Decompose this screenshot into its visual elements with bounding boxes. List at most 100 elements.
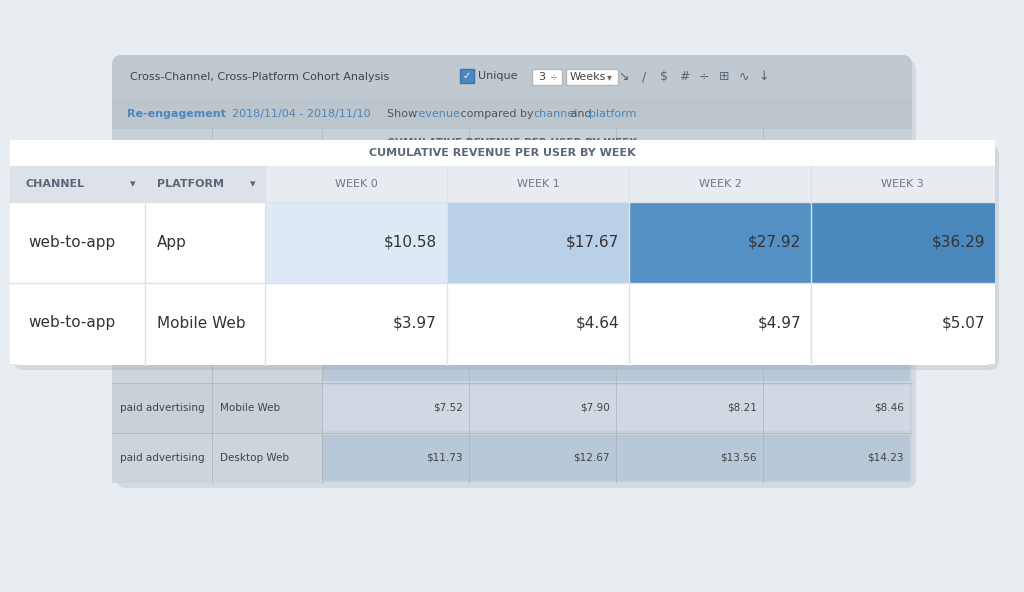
- Text: CHANNEL: CHANNEL: [136, 165, 188, 175]
- Bar: [532, 69, 562, 85]
- Bar: [10, 202, 995, 283]
- Text: ⊞: ⊞: [719, 70, 729, 83]
- Bar: [10, 166, 265, 202]
- Text: $14.23: $14.23: [867, 453, 904, 463]
- Text: 3: 3: [539, 72, 546, 82]
- Text: PLATFORM: PLATFORM: [238, 165, 296, 175]
- Bar: [112, 233, 912, 283]
- Text: email: email: [120, 303, 148, 313]
- FancyBboxPatch shape: [112, 55, 912, 99]
- Text: Weeks: Weeks: [569, 72, 606, 82]
- Text: $19.59: $19.59: [721, 353, 757, 363]
- Text: $8.65: $8.65: [874, 253, 904, 263]
- Text: CHANNEL: CHANNEL: [26, 179, 85, 189]
- Bar: [469, 185, 616, 231]
- Bar: [112, 157, 322, 183]
- Text: ▾: ▾: [606, 72, 611, 82]
- Text: channel: channel: [534, 109, 578, 119]
- Text: $21.80: $21.80: [721, 203, 757, 213]
- Text: App: App: [220, 203, 241, 213]
- Text: WEEK 1: WEEK 1: [517, 179, 559, 189]
- Text: PLATFORM: PLATFORM: [157, 179, 224, 189]
- Text: $12.07: $12.07: [427, 303, 463, 313]
- Bar: [469, 335, 616, 381]
- Text: $4.97: $4.97: [758, 316, 801, 330]
- Text: CUMULATIVE REVENUE PER USER BY WEEK: CUMULATIVE REVENUE PER USER BY WEEK: [387, 138, 637, 148]
- Text: /: /: [642, 70, 646, 83]
- Bar: [763, 335, 910, 381]
- Text: $11.73: $11.73: [427, 453, 463, 463]
- Text: $8.48: $8.48: [727, 253, 757, 263]
- Text: WEEK 0: WEEK 0: [335, 179, 378, 189]
- Bar: [322, 235, 469, 281]
- Bar: [112, 283, 912, 333]
- Bar: [112, 99, 912, 129]
- Text: $10.58: $10.58: [384, 234, 437, 249]
- Text: $15.59: $15.59: [867, 303, 904, 313]
- Bar: [763, 285, 910, 331]
- Bar: [763, 235, 910, 281]
- Text: $36.29: $36.29: [932, 234, 985, 249]
- Text: $8.46: $8.46: [874, 403, 904, 413]
- Text: Mobile Web: Mobile Web: [220, 403, 281, 413]
- FancyBboxPatch shape: [10, 140, 995, 365]
- Bar: [469, 235, 616, 281]
- Text: revenue: revenue: [414, 109, 460, 119]
- Text: WEEK 2: WEEK 2: [670, 165, 708, 175]
- Text: email: email: [120, 253, 148, 263]
- Text: Mobile Web: Mobile Web: [220, 253, 281, 263]
- Bar: [763, 385, 910, 431]
- Text: paid advertising: paid advertising: [120, 403, 205, 413]
- Bar: [112, 157, 912, 183]
- Text: $12.67: $12.67: [573, 453, 610, 463]
- Text: App: App: [220, 353, 241, 363]
- Bar: [469, 285, 616, 331]
- FancyBboxPatch shape: [112, 55, 912, 483]
- Text: $24.64: $24.64: [867, 203, 904, 213]
- Bar: [112, 183, 912, 233]
- Bar: [460, 69, 474, 83]
- Text: $7.92: $7.92: [581, 253, 610, 263]
- Bar: [616, 435, 763, 481]
- Bar: [469, 435, 616, 481]
- Text: Desktop Web: Desktop Web: [220, 303, 289, 313]
- Text: $7.52: $7.52: [433, 403, 463, 413]
- Text: $8.21: $8.21: [727, 403, 757, 413]
- Text: $17.67: $17.67: [565, 234, 618, 249]
- Bar: [322, 435, 469, 481]
- Text: paid advertising: paid advertising: [120, 353, 205, 363]
- Text: $6.89: $6.89: [433, 253, 463, 263]
- Bar: [469, 385, 616, 431]
- Text: App: App: [157, 234, 186, 249]
- Text: $27.92: $27.92: [748, 234, 801, 249]
- Bar: [322, 185, 469, 231]
- Bar: [265, 202, 447, 283]
- Bar: [112, 433, 912, 483]
- Text: $7.90: $7.90: [581, 403, 610, 413]
- Text: Show: Show: [387, 109, 421, 119]
- Bar: [322, 335, 469, 381]
- Bar: [10, 283, 995, 364]
- Text: $13.56: $13.56: [721, 453, 757, 463]
- Text: $5.07: $5.07: [941, 316, 985, 330]
- Text: Unique: Unique: [478, 71, 517, 81]
- Text: $: $: [660, 70, 668, 83]
- Bar: [10, 140, 995, 166]
- Bar: [616, 385, 763, 431]
- Text: WEEK 3: WEEK 3: [881, 179, 924, 189]
- Text: $18.96: $18.96: [573, 203, 610, 213]
- Bar: [811, 283, 995, 364]
- Bar: [447, 283, 629, 364]
- Bar: [616, 335, 763, 381]
- Text: ✓: ✓: [463, 71, 471, 81]
- Text: $15.29: $15.29: [427, 203, 463, 213]
- Text: ÷: ÷: [698, 70, 710, 83]
- Text: Re-engagement: Re-engagement: [127, 109, 226, 119]
- Bar: [566, 69, 618, 85]
- Text: $20.18: $20.18: [867, 353, 904, 363]
- Bar: [629, 283, 811, 364]
- Bar: [616, 185, 763, 231]
- Text: $3.97: $3.97: [393, 316, 437, 330]
- Bar: [447, 202, 629, 283]
- Text: ▾: ▾: [250, 179, 256, 189]
